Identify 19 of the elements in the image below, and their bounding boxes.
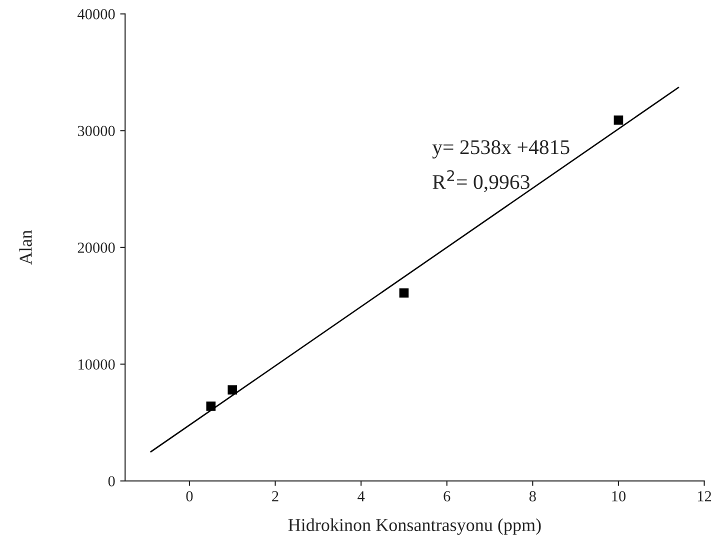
x-tick-label: 4 <box>358 491 365 502</box>
y-tick-label: 40000 <box>78 9 115 20</box>
y-tick-label: 0 <box>108 476 115 486</box>
point <box>228 385 238 395</box>
x-tick-label: 8 <box>529 491 536 502</box>
point <box>399 288 409 298</box>
annotation: y= 2538x +4815 <box>432 140 570 159</box>
y-tick-label: 20000 <box>78 242 115 253</box>
x-tick-label: 0 <box>186 491 193 502</box>
y-tick-label: 30000 <box>78 126 115 136</box>
x-axis-title: Hidrokinon Konsantrasyonu (ppm) <box>288 518 541 535</box>
point <box>614 115 624 125</box>
y-axis-title: Alan <box>19 230 32 265</box>
y-tick-label: 10000 <box>78 359 115 370</box>
x-tick-label: 12 <box>698 491 712 502</box>
x-tick-label: 6 <box>444 491 450 502</box>
x-tick-label: 10 <box>612 491 626 502</box>
annotation: R$^{2}$= 0,9963 <box>432 170 530 192</box>
x-tick-label: 2 <box>272 491 278 502</box>
